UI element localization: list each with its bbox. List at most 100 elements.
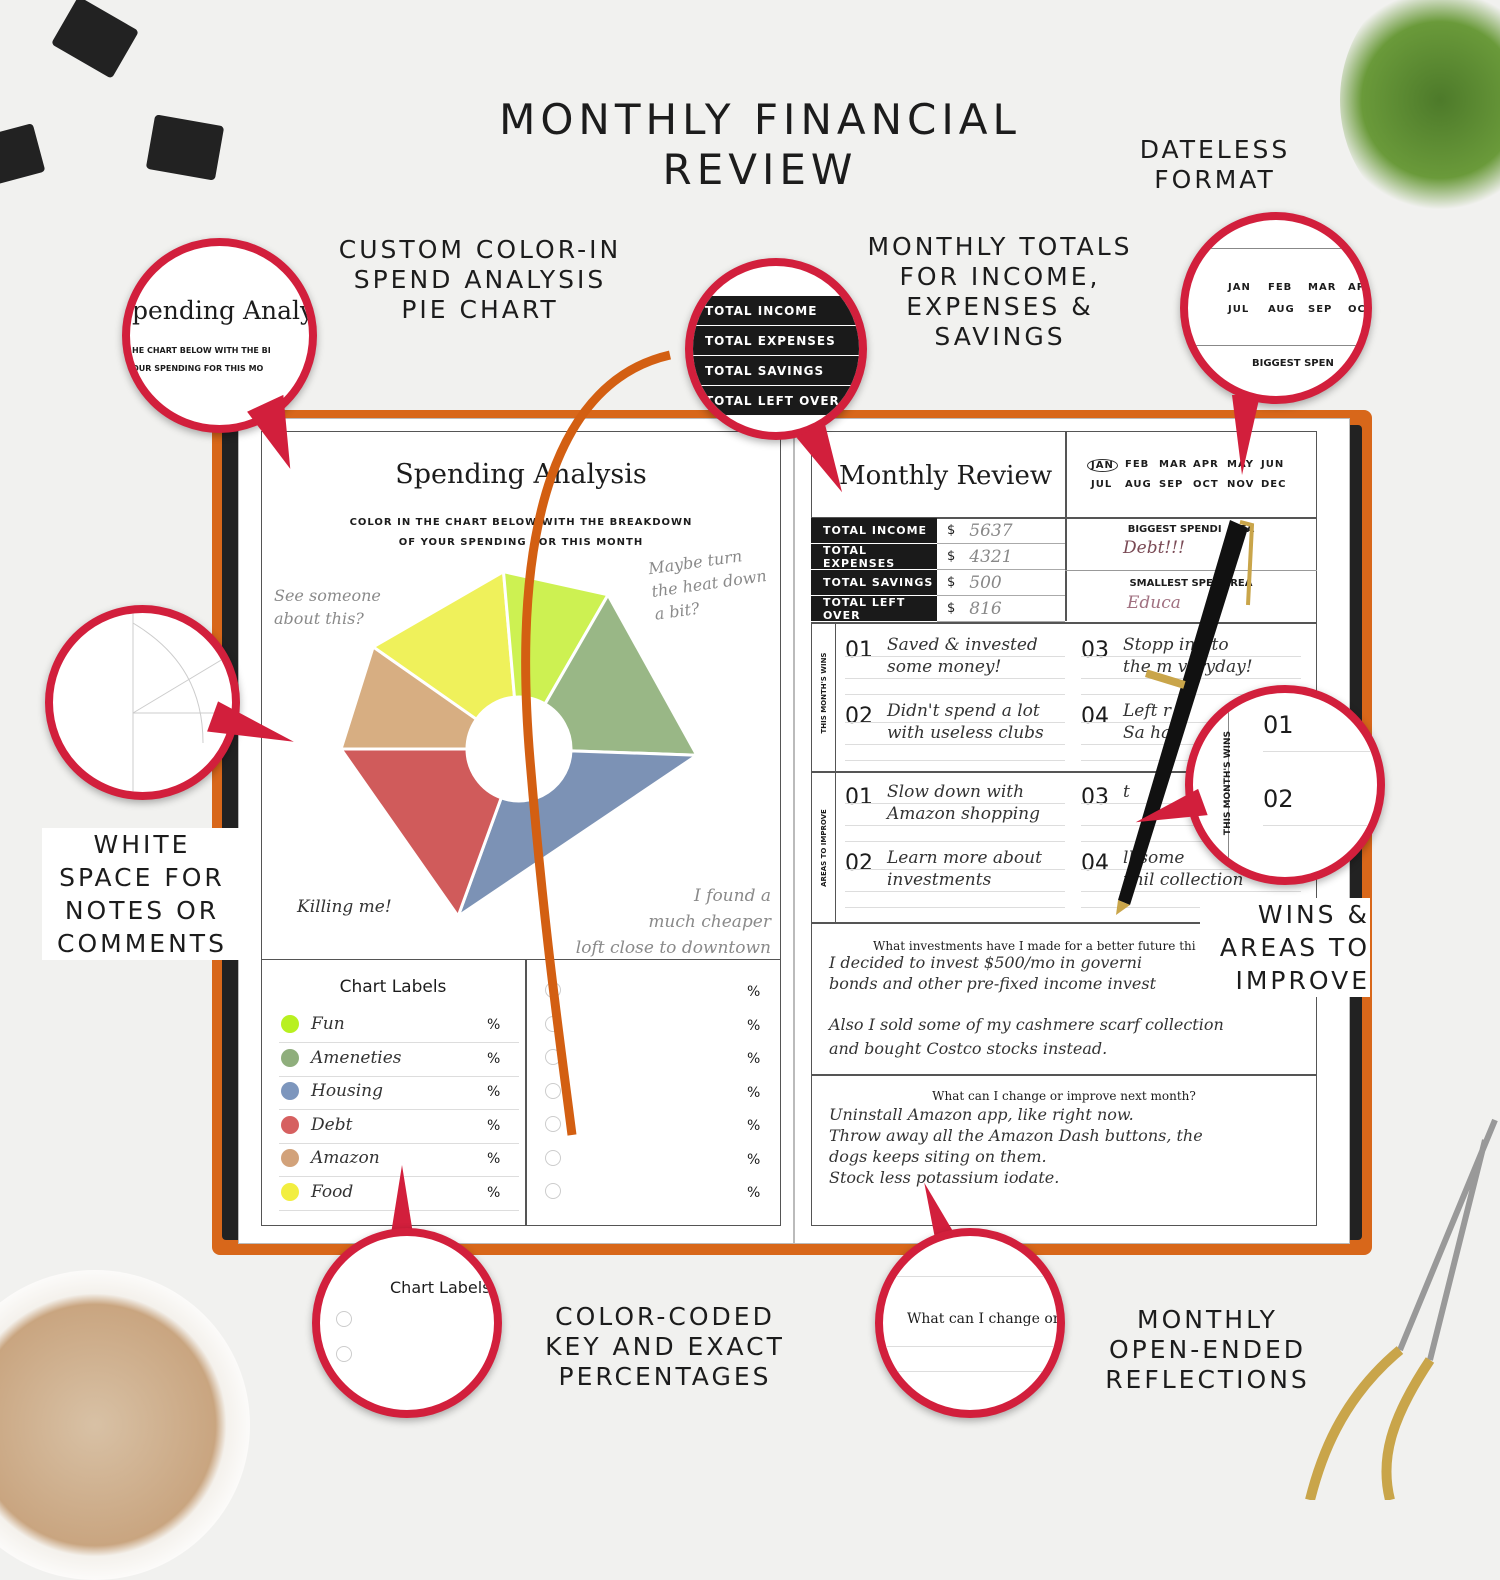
wins-number: 02 xyxy=(845,704,873,729)
chart-labels-title: Chart Labels xyxy=(339,977,447,997)
feature-text: PIE CHART xyxy=(401,295,559,324)
label-circle[interactable] xyxy=(545,1183,561,1199)
feature-text: WHITE xyxy=(93,830,191,859)
wins-entry[interactable]: Didn't spend a lot with useless clubs xyxy=(887,700,1044,744)
improve-number: 01 xyxy=(845,785,873,810)
zoom-callout-reflect: What can I change or xyxy=(875,1228,1065,1418)
month-sep[interactable]: SEP xyxy=(1159,479,1184,490)
color-dot xyxy=(281,1149,299,1167)
totals-row: TOTAL SAVINGS $500 xyxy=(811,570,1065,596)
month-nov[interactable]: NOV xyxy=(1227,479,1255,490)
improve-entry[interactable]: t xyxy=(1123,781,1130,803)
wins-entry[interactable]: Left r n Sa ha xyxy=(1123,700,1187,744)
rule xyxy=(279,1042,519,1043)
month-mar[interactable]: MAR xyxy=(1159,459,1188,470)
zoom-month: AUG xyxy=(1268,304,1295,315)
answer-line: and bought Costco stocks instead. xyxy=(829,1039,1108,1059)
percent-sign: % xyxy=(747,1017,761,1034)
totals-table: TOTAL INCOME $5637 TOTAL EXPENSES $4321 TOTA… xyxy=(811,518,1065,622)
rule xyxy=(845,722,1065,723)
label-name: Housing xyxy=(311,1081,384,1101)
label-name: Fun xyxy=(311,1014,345,1034)
feature-text: IMPROVE xyxy=(1235,966,1370,995)
month-jun[interactable]: JUN xyxy=(1261,459,1285,470)
entry-line: Left r n xyxy=(1123,701,1188,721)
callout-pointer xyxy=(390,1165,414,1240)
totals-row: TOTAL EXPENSES $4321 xyxy=(811,544,1065,570)
answer-line: bonds and other pre-fixed income invest xyxy=(829,974,1157,993)
feature-text: WINS & xyxy=(1257,900,1370,929)
rule xyxy=(883,1371,1057,1372)
page-title: Monthly Review xyxy=(839,461,1053,491)
month-oct[interactable]: OCT xyxy=(1193,479,1219,490)
month-jan[interactable]: JAN xyxy=(1087,459,1118,472)
rule xyxy=(1081,744,1301,745)
improve-number: 02 xyxy=(845,851,873,876)
pie-segment-housing xyxy=(455,749,702,921)
feature-text: OPEN-ENDED xyxy=(1108,1335,1307,1364)
headline-line1: MONTHLY FINANCIAL xyxy=(499,95,1021,144)
pie-segment-debt xyxy=(339,747,504,920)
right-page: Monthly Review TOTAL INCOME $5637 TOTAL EX… xyxy=(794,418,1350,1244)
feature-text: NOTES OR xyxy=(64,896,220,925)
zoom-text: 01 xyxy=(1263,711,1294,739)
totals-value[interactable]: $500 xyxy=(937,570,1065,596)
note-red: Killing me! xyxy=(297,897,392,917)
headline: MONTHLY FINANCIAL REVIEW xyxy=(430,95,1090,196)
plant xyxy=(1340,0,1500,220)
totals-label: TOTAL LEFT OVER xyxy=(811,596,937,622)
improve-entry[interactable]: Learn more about investments xyxy=(887,847,1042,891)
note-line: much cheaper xyxy=(648,912,771,932)
improve-number: 04 xyxy=(1081,851,1109,876)
label-circle[interactable] xyxy=(545,1149,561,1166)
divider xyxy=(835,622,836,922)
rule xyxy=(1081,841,1301,842)
rule xyxy=(845,891,1065,892)
feature-text: MONTHLY TOTALS xyxy=(867,232,1133,261)
month-feb[interactable]: FEB xyxy=(1125,459,1150,470)
improve-entry[interactable]: Slow down with Amazon shopping xyxy=(887,781,1040,825)
percent-sign: % xyxy=(487,1184,501,1201)
totals-value[interactable]: $816 xyxy=(937,596,1065,622)
entry-line: with useless clubs xyxy=(887,723,1044,743)
feature-key: COLOR-CODED KEY AND EXACT PERCENTAGES xyxy=(520,1302,810,1392)
feature-text: MONTHLY xyxy=(1137,1305,1278,1334)
feature-text: CUSTOM COLOR-IN xyxy=(338,235,622,264)
month-dec[interactable]: DEC xyxy=(1261,479,1287,490)
percent-sign: % xyxy=(747,1051,761,1067)
zoom-month: OCT xyxy=(1348,304,1372,315)
feature-text: FORMAT xyxy=(1154,165,1276,194)
rule xyxy=(1081,869,1301,870)
coffee-cup xyxy=(0,1270,250,1580)
amount: 5637 xyxy=(969,520,1013,541)
feature-notes: WHITE SPACE FOR NOTES OR COMMENTS xyxy=(42,828,242,960)
month-apr[interactable]: APR xyxy=(1193,459,1219,470)
feature-text: PERCENTAGES xyxy=(558,1362,772,1391)
wins-label: THIS MONTH'S WINS xyxy=(820,652,828,734)
rule xyxy=(845,907,1065,908)
zoom-callout-wins: THIS MONTH'S WINS 01 02 xyxy=(1185,685,1385,885)
feature-wins: WINS & AREAS TO IMPROVE xyxy=(1200,898,1370,997)
zoom-month: AP xyxy=(1348,282,1366,293)
totals-row: TOTAL LEFT OVER $816 xyxy=(811,596,1065,622)
entry-line: Learn more about xyxy=(887,848,1042,868)
totals-value[interactable]: $4321 xyxy=(937,544,1065,570)
biggest-value: Debt!!! xyxy=(1123,538,1185,558)
amount: 4321 xyxy=(969,546,1013,567)
label-circle[interactable] xyxy=(545,1116,561,1132)
percent-sign: % xyxy=(487,1084,501,1100)
color-dot xyxy=(281,1015,299,1033)
totals-value[interactable]: $5637 xyxy=(937,518,1065,544)
month-jul[interactable]: JUL xyxy=(1091,479,1113,490)
amount: 816 xyxy=(969,598,1002,619)
note-line: See someone xyxy=(274,586,381,605)
label-circle[interactable] xyxy=(545,1082,561,1099)
wins-entry[interactable]: Saved & invested some money! xyxy=(887,634,1038,678)
color-dot xyxy=(281,1182,299,1201)
zoom-month: SEP xyxy=(1308,304,1333,315)
note-line: about this? xyxy=(274,609,364,628)
divider xyxy=(1065,431,1067,621)
entry-line: ynil collection xyxy=(1123,870,1244,890)
month-aug[interactable]: AUG xyxy=(1125,479,1152,490)
rule xyxy=(1263,825,1377,826)
